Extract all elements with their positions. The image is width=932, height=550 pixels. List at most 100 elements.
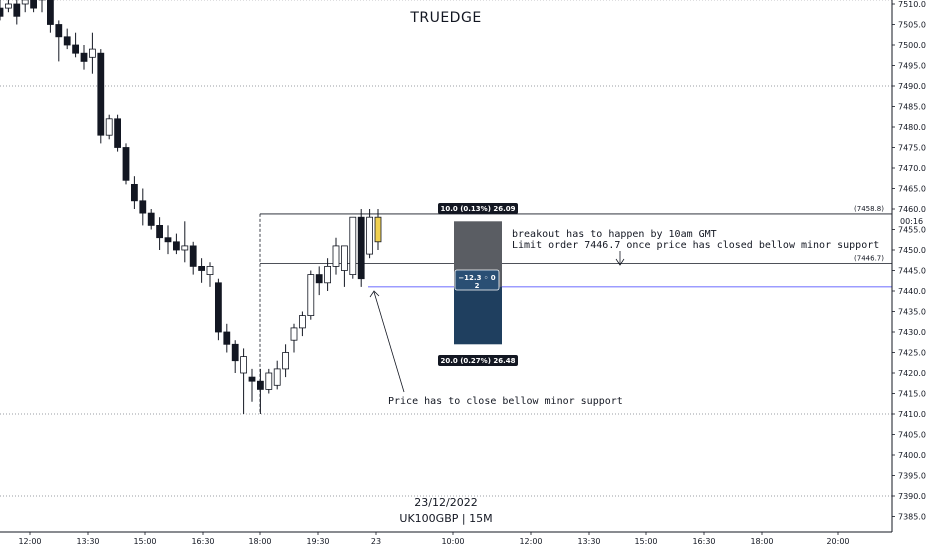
candle-body[interactable] — [214, 282, 222, 333]
price-tick-label: 7405.0 — [898, 431, 926, 440]
candle-body[interactable] — [340, 245, 348, 271]
candle-body[interactable] — [273, 368, 281, 386]
center-position-sublabel: 2 — [475, 282, 480, 290]
candle-body[interactable] — [282, 352, 290, 370]
bottom-position-label: 20.0 (0.27%) 26.48 — [441, 357, 516, 365]
price-tick-label: 7420.0 — [898, 369, 926, 378]
candle-body[interactable] — [147, 212, 155, 226]
candle-body[interactable] — [0, 7, 4, 17]
price-tick-label: 7450.0 — [898, 246, 926, 255]
price-tick-label: 7495.0 — [898, 62, 926, 71]
time-tick-label: 13:30 — [577, 537, 600, 546]
price-tick-label: 7415.0 — [898, 390, 926, 399]
candle-body[interactable] — [114, 118, 121, 148]
candle-body[interactable] — [72, 44, 79, 54]
candle-body[interactable] — [105, 118, 113, 136]
candle-body[interactable] — [332, 245, 340, 267]
candle-body[interactable] — [298, 315, 306, 329]
candle-body[interactable] — [231, 343, 239, 362]
time-tick-label: 12:00 — [519, 537, 542, 546]
price-tick-label: 7400.0 — [898, 451, 926, 460]
candle-body[interactable] — [248, 376, 256, 382]
price-tick-label: 7445.0 — [898, 267, 926, 276]
candle-body[interactable] — [307, 274, 315, 317]
session-date-watermark: 23/12/2022 — [414, 496, 478, 509]
candle-body[interactable] — [223, 331, 231, 345]
time-tick-label: 15:00 — [634, 537, 657, 546]
candle-body[interactable] — [265, 372, 273, 390]
time-tick-label: 12:00 — [18, 537, 41, 546]
candle-body[interactable] — [13, 3, 21, 17]
time-marker-label: 00:16 — [900, 217, 923, 226]
candle-body[interactable] — [366, 216, 374, 255]
time-tick-label: 20:00 — [826, 537, 849, 546]
price-tick-label: 7460.0 — [898, 205, 926, 214]
candle-body[interactable] — [63, 36, 71, 46]
time-tick-label: 18:00 — [248, 537, 271, 546]
candle-body[interactable] — [290, 327, 298, 341]
price-tick-label: 7485.0 — [898, 103, 926, 112]
price-tick-label: 7390.0 — [898, 492, 926, 501]
candle-body[interactable] — [89, 48, 96, 58]
annotation-breakout: breakout has to happen by 10am GMT — [512, 229, 717, 240]
center-label-box — [454, 269, 500, 291]
candle-body[interactable] — [122, 147, 130, 181]
time-tick-label: 18:00 — [750, 537, 773, 546]
candle-body[interactable] — [349, 216, 357, 275]
candle-body[interactable] — [206, 265, 214, 275]
annotation-limit-order: Limit order 7446.7 once price has closed… — [512, 240, 879, 251]
center-position-label: −12.3 ◦ 0 — [458, 274, 495, 282]
candle-body[interactable] — [5, 3, 12, 9]
candle-body[interactable] — [21, 0, 29, 5]
candle-body[interactable] — [189, 245, 197, 267]
time-tick-label: 13:30 — [76, 537, 99, 546]
chart-title-watermark: TRUEDGE — [410, 10, 482, 26]
price-tick-label: 7510.0 — [898, 0, 926, 9]
candle-body[interactable] — [256, 380, 264, 390]
candle-body[interactable] — [97, 52, 105, 136]
price-tick-label: 7475.0 — [898, 144, 926, 153]
price-tick-label: 7430.0 — [898, 328, 926, 337]
annotation-close-below: Price has to close bellow minor support — [388, 396, 623, 407]
take-profit-zone[interactable] — [454, 286, 502, 345]
level-line-label: (7446.7) — [854, 255, 884, 263]
candle-body[interactable] — [55, 24, 63, 38]
limit-order-arrow-head — [615, 258, 625, 266]
price-tick-label: 7435.0 — [898, 308, 926, 317]
close-below-arrow-head — [369, 290, 380, 298]
price-tick-label: 7490.0 — [898, 82, 926, 91]
level-line-label: (7458.8) — [854, 205, 884, 213]
top-position-label: 10.0 (0.13%) 26.09 — [441, 205, 516, 213]
candle-body[interactable] — [181, 245, 189, 251]
price-tick-label: 7425.0 — [898, 349, 926, 358]
price-tick-label: 7470.0 — [898, 164, 926, 173]
time-tick-label: 19:30 — [306, 537, 329, 546]
candle-body[interactable] — [164, 237, 172, 243]
price-tick-label: 7465.0 — [898, 185, 926, 194]
time-tick-label: 23 — [371, 537, 381, 546]
candle-body[interactable] — [139, 200, 147, 214]
time-tick-label: 10:00 — [441, 537, 464, 546]
candle-body[interactable] — [47, 0, 54, 25]
price-tick-label: 7505.0 — [898, 21, 926, 30]
candle-body[interactable] — [315, 274, 323, 284]
candle-body[interactable] — [80, 52, 88, 62]
price-tick-label: 7440.0 — [898, 287, 926, 296]
candle-body[interactable] — [198, 265, 206, 271]
candle-body[interactable] — [172, 241, 180, 251]
candle-body[interactable] — [240, 356, 248, 374]
candle-body[interactable] — [156, 224, 164, 239]
candle-body[interactable] — [357, 216, 365, 280]
bottom-label-box — [438, 355, 518, 366]
candle-body[interactable] — [374, 216, 382, 243]
candle-body[interactable] — [130, 183, 138, 202]
price-tick-label: 7385.0 — [898, 513, 926, 522]
time-tick-label: 15:00 — [133, 537, 156, 546]
price-tick-label: 7395.0 — [898, 472, 926, 481]
candle-body[interactable] — [30, 0, 38, 9]
symbol-watermark: UK100GBP | 15M — [399, 512, 493, 525]
candle-body[interactable] — [324, 265, 332, 284]
price-tick-label: 7410.0 — [898, 410, 926, 419]
time-tick-label: 16:30 — [692, 537, 715, 546]
